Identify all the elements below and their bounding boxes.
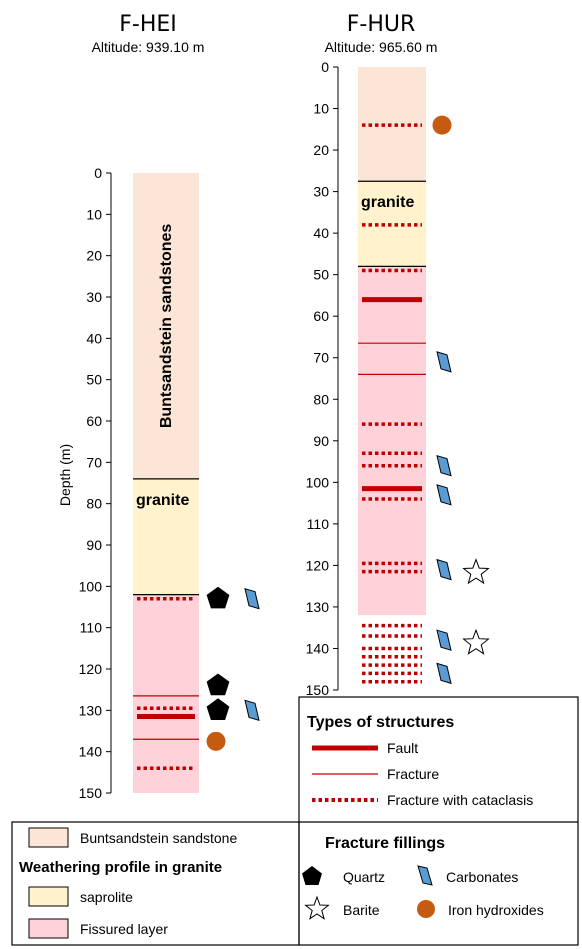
legend-iron-icon (417, 900, 435, 918)
layer-label: Buntsandstein sandstones (158, 224, 175, 429)
axis-tick-label: 140 (306, 640, 330, 656)
legend-layers: Buntsandstein sandstone Weathering profi… (11, 821, 300, 946)
carbonate-icon (436, 454, 452, 477)
layer-label: granite (361, 194, 414, 211)
layer-fissured (133, 594, 199, 793)
axis-tick-label: 50 (313, 267, 329, 283)
quartz-icon (206, 586, 230, 609)
column-title-fhei: F-HEI (119, 12, 177, 37)
axis-tick-label: 70 (313, 350, 329, 366)
layer-saprolite (133, 478, 199, 595)
layer-white (358, 615, 426, 690)
carbonate-icon (436, 558, 452, 581)
legend-fillings: Fracture fillings Quartz Carbonates Bari… (302, 835, 544, 920)
legend-fissured-swatch (28, 918, 69, 939)
axis-tick-label: 140 (79, 744, 103, 760)
carbonate-icon (244, 587, 260, 610)
legend-layers-box (11, 821, 300, 946)
axis-tick-label: 130 (306, 599, 330, 615)
axis-tick-label: 40 (313, 225, 329, 241)
axis-tick-label: 30 (313, 184, 329, 200)
layer-fissured (358, 266, 426, 616)
axis-tick-label: 130 (79, 702, 103, 718)
legend-barite-label: Barite (343, 902, 380, 918)
legend-sandstone-swatch (28, 827, 69, 848)
axis-tick-label: 100 (79, 578, 103, 594)
axis-tick-label: 50 (86, 372, 102, 388)
axis-tick-label: 10 (86, 206, 102, 222)
axis-tick-label: 110 (80, 620, 103, 636)
legend-fault-label: Fault (387, 740, 418, 756)
legend-weathering-heading: Weathering profile in granite (19, 859, 222, 876)
axis-tick-label: 110 (307, 516, 330, 532)
axis-tick-label: 90 (86, 537, 102, 553)
axis-tick-label: 150 (306, 682, 330, 698)
barite-icon (462, 628, 490, 655)
axis-tick-label: 0 (321, 59, 329, 75)
legend-saprolite-label: saprolite (80, 889, 133, 905)
carbonate-icon (436, 662, 452, 685)
legend-structures-title: Types of structures (307, 714, 454, 731)
column-title-fhur: F-HUR (347, 12, 416, 37)
legend-quartz-icon (302, 866, 322, 885)
layer-sandstone (133, 173, 199, 479)
legend-structures-box (298, 696, 579, 946)
legend-carbonates-label: Carbonates (446, 869, 518, 885)
layer-label: granite (136, 492, 189, 509)
axis-tick-label: 20 (313, 142, 329, 158)
axis-tick-label: 40 (86, 330, 102, 346)
axis-tick-label: 100 (306, 474, 330, 490)
column-fhei: Buntsandstein sandstones granite 0 10 20 30 40… (79, 165, 260, 801)
legend-saprolite-swatch (28, 886, 69, 907)
quartz-icon (206, 673, 230, 696)
axis-tick-label: 30 (86, 289, 102, 305)
axis-tick-label: 150 (79, 785, 103, 801)
axis-tick-label: 90 (313, 433, 329, 449)
axis-tick-label: 60 (313, 308, 329, 324)
axis-tick-label: 10 (313, 101, 329, 117)
axis-tick-label: 120 (79, 661, 103, 677)
legend-iron-label: Iron hydroxides (448, 902, 544, 918)
legend-structures: Types of structures Fault Fracture Fract… (298, 696, 579, 946)
legend-fillings-title: Fracture fillings (325, 835, 445, 852)
legend-barite-icon (304, 895, 330, 920)
legend-cataclasis-label: Fracture with cataclasis (387, 792, 533, 808)
legend-quartz-label: Quartz (343, 869, 385, 885)
legend-fracture-label: Fracture (387, 766, 439, 782)
axis-tick-label: 80 (86, 496, 102, 512)
axis-tick-label: 60 (86, 413, 102, 429)
carbonate-icon (436, 351, 452, 373)
barite-icon (462, 558, 490, 585)
carbonate-icon (244, 699, 260, 722)
column-altitude-fhur: Altitude: 965.60 m (325, 39, 438, 55)
quartz-icon (206, 698, 230, 720)
y-axis-label: Depth (m) (57, 444, 73, 506)
axis-tick-label: 70 (86, 454, 102, 470)
carbonate-icon (436, 484, 452, 506)
axis-tick-label: 120 (306, 557, 330, 573)
legend-carbonates-icon (417, 865, 433, 886)
column-fhur: granite 0 10 20 30 40 50 60 70 80 90 100 110 120 130 14… (306, 59, 490, 698)
iron-hydroxide-icon (206, 731, 226, 751)
legend-fissured-label: Fissured layer (80, 921, 168, 937)
legend-sandstone-label: Buntsandstein sandstone (80, 830, 237, 846)
axis-tick-label: 20 (86, 248, 102, 264)
axis-tick-label: 80 (313, 391, 329, 407)
iron-hydroxide-icon (432, 115, 452, 135)
axis-tick-label: 0 (94, 165, 102, 181)
carbonate-icon (436, 629, 452, 651)
column-altitude-fhei: Altitude: 939.10 m (92, 39, 205, 55)
